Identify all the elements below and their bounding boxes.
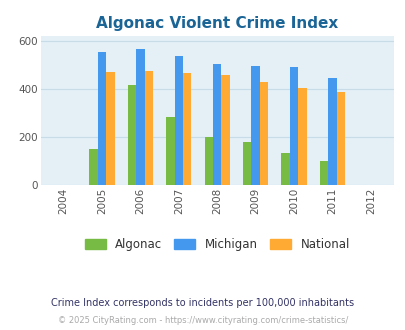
Bar	[213, 64, 221, 185]
Bar	[336, 92, 344, 185]
Bar	[204, 137, 213, 185]
Bar	[98, 52, 106, 185]
Bar	[166, 116, 174, 185]
Bar	[128, 85, 136, 185]
Text: © 2025 CityRating.com - https://www.cityrating.com/crime-statistics/: © 2025 CityRating.com - https://www.city…	[58, 316, 347, 325]
Bar	[281, 153, 289, 185]
Bar	[319, 161, 327, 185]
Bar	[106, 72, 115, 185]
Legend: Algonac, Michigan, National: Algonac, Michigan, National	[84, 238, 349, 251]
Bar	[183, 73, 191, 185]
Text: Crime Index corresponds to incidents per 100,000 inhabitants: Crime Index corresponds to incidents per…	[51, 298, 354, 308]
Bar	[174, 56, 183, 185]
Bar	[89, 149, 98, 185]
Bar	[259, 82, 268, 185]
Bar	[289, 67, 298, 185]
Bar	[298, 88, 306, 185]
Bar	[327, 78, 336, 185]
Bar	[136, 50, 144, 185]
Bar	[144, 71, 153, 185]
Title: Algonac Violent Crime Index: Algonac Violent Crime Index	[96, 16, 337, 31]
Bar	[221, 75, 229, 185]
Bar	[242, 142, 251, 185]
Bar	[251, 66, 259, 185]
